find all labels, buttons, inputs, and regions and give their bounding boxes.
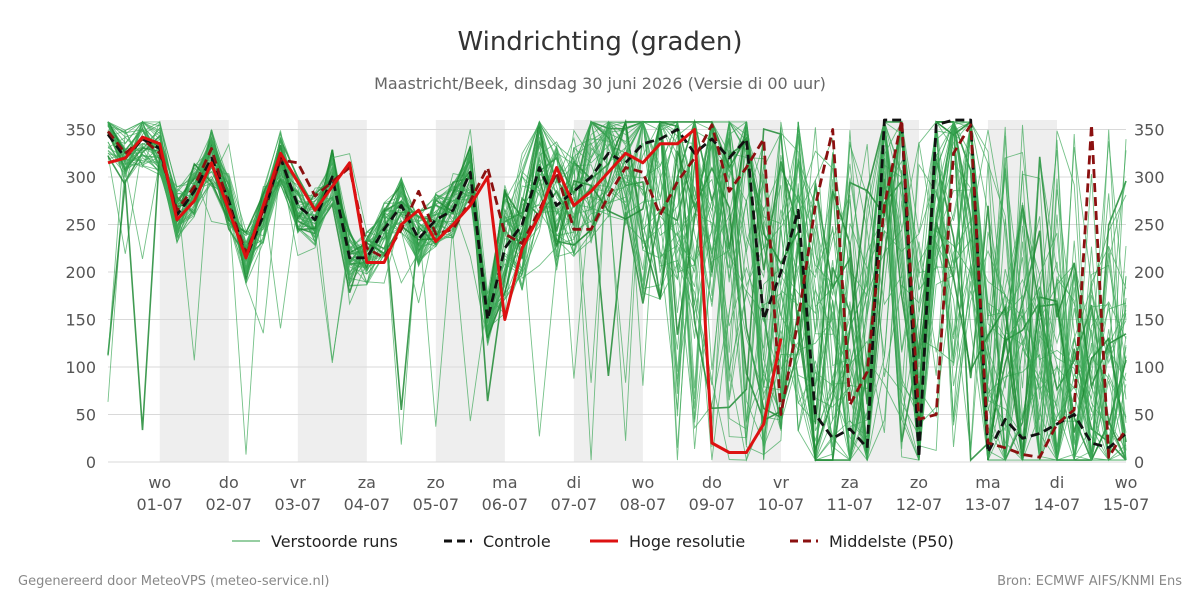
x-tick-day: wo xyxy=(148,473,171,492)
y-tick-right: 150 xyxy=(1134,311,1165,330)
x-tick-date: 15-07 xyxy=(1103,495,1150,514)
x-tick-date: 05-07 xyxy=(413,495,460,514)
y-tick-left: 0 xyxy=(86,453,96,472)
legend-label-0: Verstoorde runs xyxy=(271,532,398,551)
chart-subtitle: Maastricht/Beek, dinsdag 30 juni 2026 (V… xyxy=(374,74,826,93)
footer-generated-by: Gegenereerd door MeteoVPS (meteo-service… xyxy=(18,574,329,589)
x-tick-date: 06-07 xyxy=(482,495,529,514)
y-tick-left: 300 xyxy=(65,168,96,187)
x-tick-date: 10-07 xyxy=(758,495,805,514)
x-tick-day: wo xyxy=(631,473,654,492)
x-tick-date: 04-07 xyxy=(344,495,391,514)
footer-source: Bron: ECMWF AIFS/KNMI Ens xyxy=(997,574,1182,589)
x-tick-day: vr xyxy=(290,473,306,492)
y-tick-left: 50 xyxy=(76,406,96,425)
x-tick-day: vr xyxy=(773,473,789,492)
y-tick-right: 250 xyxy=(1134,216,1165,235)
x-tick-date: 07-07 xyxy=(551,495,598,514)
hoge-resolutie-line xyxy=(107,128,783,454)
x-tick-day: wo xyxy=(1115,473,1138,492)
controle-line xyxy=(106,118,1127,459)
y-tick-right: 350 xyxy=(1134,121,1165,140)
x-tick-day: ma xyxy=(492,473,517,492)
y-tick-right: 300 xyxy=(1134,168,1165,187)
x-tick-date: 09-07 xyxy=(689,495,736,514)
ensemble-run-18 xyxy=(107,120,1127,461)
x-tick-day: do xyxy=(702,473,722,492)
x-tick-day: di xyxy=(567,473,582,492)
y-tick-left: 200 xyxy=(65,263,96,282)
x-tick-day: zo xyxy=(427,473,445,492)
x-tick-day: do xyxy=(219,473,239,492)
chart-title: Windrichting (graden) xyxy=(457,27,742,57)
y-tick-right: 0 xyxy=(1134,453,1144,472)
ensemble-runs xyxy=(107,118,1127,462)
y-tick-right: 100 xyxy=(1134,358,1165,377)
x-tick-date: 14-07 xyxy=(1034,495,1081,514)
x-axis: wo 01-07 do 02-07 vr 03-07 za 04-07 zo 05-07 ma 06-… xyxy=(137,473,1150,514)
y-axis-right: 0 50 100 150 200 250 300 350 xyxy=(1134,121,1165,473)
y-tick-left: 100 xyxy=(65,358,96,377)
main-series xyxy=(106,118,1128,459)
x-tick-date: 01-07 xyxy=(137,495,184,514)
x-tick-date: 02-07 xyxy=(206,495,253,514)
y-tick-left: 150 xyxy=(65,311,96,330)
x-tick-day: za xyxy=(358,473,376,492)
ensemble-run-49 xyxy=(107,121,1127,461)
legend-label-2: Hoge resolutie xyxy=(629,532,745,551)
y-tick-right: 200 xyxy=(1134,263,1165,282)
x-tick-date: 13-07 xyxy=(965,495,1012,514)
y-tick-left: 350 xyxy=(65,121,96,140)
x-tick-date: 08-07 xyxy=(620,495,667,514)
x-tick-date: 11-07 xyxy=(827,495,874,514)
ensemble-run-48 xyxy=(107,121,1127,462)
legend-label-3: Middelste (P50) xyxy=(829,532,954,551)
middelste-p50-line xyxy=(106,118,1128,459)
ensemble-run-50 xyxy=(107,121,1127,462)
x-tick-date: 03-07 xyxy=(275,495,322,514)
x-tick-date: 12-07 xyxy=(896,495,943,514)
x-tick-day: za xyxy=(841,473,859,492)
legend: Verstoorde runs Controle Hoge resolutie Mid… xyxy=(232,532,954,551)
y-axis-left: 0 50 100 150 200 250 300 350 xyxy=(65,121,96,473)
x-tick-day: di xyxy=(1050,473,1065,492)
x-tick-day: zo xyxy=(910,473,928,492)
x-tick-day: ma xyxy=(975,473,1000,492)
y-tick-right: 50 xyxy=(1134,406,1154,425)
legend-label-1: Controle xyxy=(483,532,551,551)
y-tick-left: 250 xyxy=(65,216,96,235)
